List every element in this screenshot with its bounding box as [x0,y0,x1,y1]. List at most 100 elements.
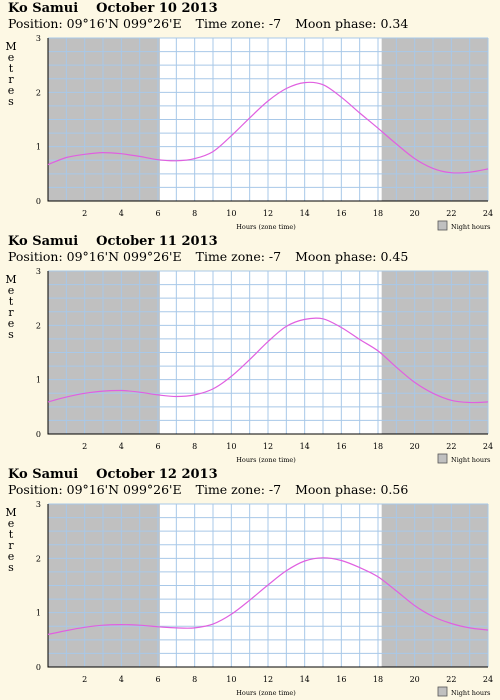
y-axis-label-letter: e [8,284,15,297]
x-tick-label: 20 [410,209,420,218]
panel-date: October 12 2013 [96,467,218,482]
y-axis-label-letter: s [8,328,14,341]
panel-info: Position: 09°16'N 099°26'E Time zone: -7 M… [8,249,422,264]
place-name: Ko Samui [8,467,79,482]
x-tick-label: 4 [119,442,124,451]
x-tick-label: 12 [263,675,273,684]
x-tick-label: 8 [192,675,197,684]
legend-swatch [437,686,448,697]
x-axis-label: Hours (zone time) [236,223,296,231]
y-axis-label-letter: e [8,84,15,97]
y-tick-label: 3 [36,34,41,43]
x-axis-label: Hours (zone time) [236,689,296,697]
legend-label: Night hours [451,689,491,697]
timezone-text: Time zone: -7 [195,16,282,31]
x-tick-label: 24 [483,442,493,451]
timezone-text: Time zone: -7 [195,249,282,264]
y-axis-label-letter: e [8,550,15,563]
panel-info: Position: 09°16'N 099°26'E Time zone: -7 M… [8,482,422,497]
tide-curve [47,557,489,635]
x-tick-label: 4 [119,209,124,218]
tide-panel: Ko Samui October 11 2013 Position: 09°16'N… [0,234,500,467]
position-text: Position: 09°16'N 099°26'E [8,482,182,497]
x-tick-label: 20 [410,442,420,451]
moon-phase-text: Moon phase: 0.56 [295,482,409,497]
panel-date: October 10 2013 [96,1,218,16]
legend-swatch [437,220,448,231]
x-axis-label: Hours (zone time) [236,456,296,464]
y-axis-label-letter: s [8,561,14,574]
legend-label: Night hours [451,456,491,464]
y-axis-label-letter: t [9,528,14,541]
x-tick-label: 24 [483,209,493,218]
y-axis-label-letter: M [5,40,16,53]
x-tick-label: 16 [336,675,346,684]
axis-lines [47,38,488,202]
y-axis-label-letter: r [8,73,14,86]
panel-title: Ko Samui October 10 2013 [8,1,218,16]
x-tick-label: 24 [483,675,493,684]
legend-label: Night hours [451,223,491,231]
x-tick-label: 18 [373,675,383,684]
x-tick-label: 10 [226,675,236,684]
x-tick-label: 22 [446,442,456,451]
x-tick-label: 8 [192,209,197,218]
y-axis-label-letter: e [8,517,15,530]
x-tick-label: 14 [300,209,310,218]
y-tick-label: 2 [36,88,41,97]
y-axis-label-letter: e [8,317,15,330]
y-axis-label-letter: M [5,273,16,286]
axis-lines [47,504,488,668]
x-tick-label: 14 [300,675,310,684]
y-axis-label-letter: t [9,295,14,308]
panel-date: October 11 2013 [96,234,218,249]
x-tick-label: 2 [82,442,87,451]
place-name: Ko Samui [8,1,79,16]
x-tick-label: 18 [373,209,383,218]
y-tick-label: 0 [36,197,41,206]
y-axis-label-letter: s [8,95,14,108]
x-tick-label: 12 [263,442,273,451]
position-text: Position: 09°16'N 099°26'E [8,16,182,31]
timezone-text: Time zone: -7 [195,482,282,497]
x-tick-label: 22 [446,675,456,684]
y-axis-label-letter: r [8,539,14,552]
x-tick-label: 2 [82,675,87,684]
panel-info: Position: 09°16'N 099°26'E Time zone: -7 M… [8,16,422,31]
position-text: Position: 09°16'N 099°26'E [8,249,182,264]
y-axis-label-letter: t [9,62,14,75]
axis-lines [47,271,488,435]
tide-curve [47,317,489,404]
x-tick-label: 16 [336,442,346,451]
x-tick-label: 8 [192,442,197,451]
x-tick-label: 18 [373,442,383,451]
panel-title: Ko Samui October 12 2013 [8,467,218,482]
y-axis-label-letter: r [8,306,14,319]
x-tick-label: 20 [410,675,420,684]
x-tick-label: 14 [300,442,310,451]
y-tick-label: 2 [36,321,41,330]
x-tick-label: 16 [336,209,346,218]
y-axis-label-letter: M [5,506,16,519]
x-tick-label: 6 [155,442,160,451]
x-tick-label: 4 [119,675,124,684]
tide-curve [47,81,489,174]
y-tick-label: 1 [36,609,41,618]
x-tick-label: 10 [226,209,236,218]
place-name: Ko Samui [8,234,79,249]
x-tick-label: 10 [226,442,236,451]
x-tick-label: 6 [155,209,160,218]
y-tick-label: 0 [36,430,41,439]
y-axis-label-letter: e [8,51,15,64]
legend-swatch [437,453,448,464]
tide-panel: Ko Samui October 10 2013 Position: 09°16'N… [0,1,500,234]
moon-phase-text: Moon phase: 0.34 [295,16,409,31]
x-tick-label: 22 [446,209,456,218]
y-tick-label: 3 [36,500,41,509]
y-tick-label: 3 [36,267,41,276]
x-tick-label: 6 [155,675,160,684]
tide-panel: Ko Samui October 12 2013 Position: 09°16'N… [0,467,500,700]
